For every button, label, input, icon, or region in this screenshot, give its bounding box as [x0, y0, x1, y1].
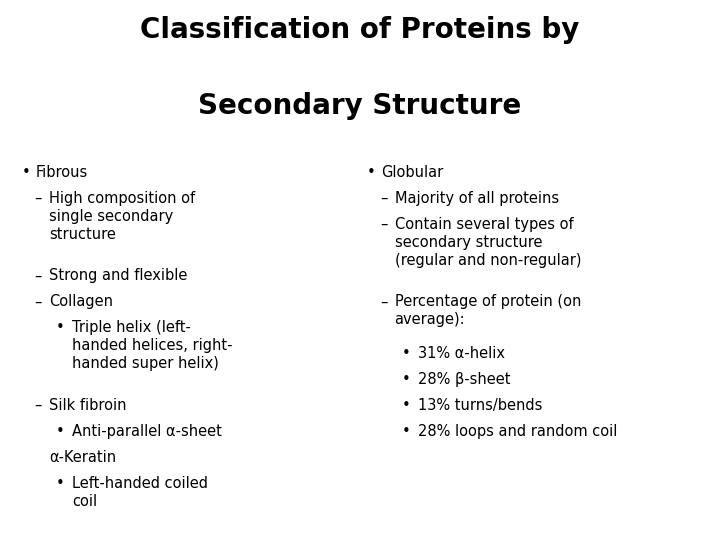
- Text: 28% β-sheet: 28% β-sheet: [418, 372, 510, 387]
- Text: 31% α-helix: 31% α-helix: [418, 346, 505, 361]
- Text: α-Keratin: α-Keratin: [49, 450, 116, 465]
- Text: •: •: [367, 165, 376, 180]
- Text: Left-handed coiled
coil: Left-handed coiled coil: [72, 476, 208, 509]
- Text: –: –: [380, 191, 387, 206]
- Text: Globular: Globular: [382, 165, 444, 180]
- Text: •: •: [402, 346, 410, 361]
- Text: Percentage of protein (on
average):: Percentage of protein (on average):: [395, 294, 581, 327]
- Text: 28% loops and random coil: 28% loops and random coil: [418, 424, 617, 439]
- Text: –: –: [35, 294, 42, 309]
- Text: Strong and flexible: Strong and flexible: [49, 268, 187, 284]
- Text: –: –: [35, 191, 42, 206]
- Text: •: •: [402, 372, 410, 387]
- Text: Classification of Proteins by: Classification of Proteins by: [140, 16, 580, 44]
- Text: Fibrous: Fibrous: [36, 165, 89, 180]
- Text: Anti-parallel α-sheet: Anti-parallel α-sheet: [72, 424, 222, 439]
- Text: –: –: [35, 268, 42, 284]
- Text: –: –: [380, 217, 387, 232]
- Text: •: •: [402, 398, 410, 413]
- Text: Silk fibroin: Silk fibroin: [49, 398, 127, 413]
- Text: Secondary Structure: Secondary Structure: [199, 92, 521, 120]
- Text: •: •: [56, 476, 65, 491]
- Text: •: •: [56, 424, 65, 439]
- Text: Contain several types of
secondary structure
(regular and non-regular): Contain several types of secondary struc…: [395, 217, 581, 267]
- Text: –: –: [35, 398, 42, 413]
- Text: Triple helix (left-
handed helices, right-
handed super helix): Triple helix (left- handed helices, righ…: [72, 320, 233, 371]
- Text: •: •: [22, 165, 30, 180]
- Text: 13% turns/bends: 13% turns/bends: [418, 398, 542, 413]
- Text: –: –: [380, 294, 387, 309]
- Text: •: •: [402, 424, 410, 439]
- Text: High composition of
single secondary
structure: High composition of single secondary str…: [49, 191, 195, 241]
- Text: Majority of all proteins: Majority of all proteins: [395, 191, 559, 206]
- Text: •: •: [56, 320, 65, 335]
- Text: Collagen: Collagen: [49, 294, 113, 309]
